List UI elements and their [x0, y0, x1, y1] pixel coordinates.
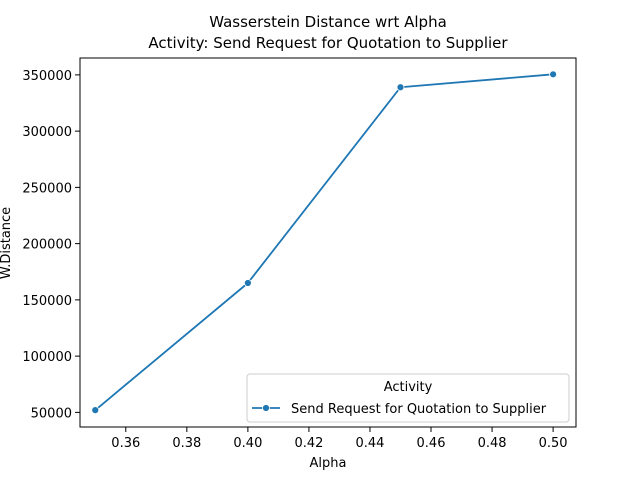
x-tick-label: 0.44 [355, 436, 384, 451]
legend-marker-swatch [262, 404, 270, 412]
series-line [94, 73, 554, 411]
y-tick-label: 350000 [22, 69, 72, 84]
legend-entry-label: Send Request for Quotation to Supplier [291, 402, 547, 417]
x-tick-label: 0.50 [539, 436, 568, 451]
x-tick-label: 0.46 [417, 436, 446, 451]
legend: Activity Send Request for Quotation to S… [246, 373, 570, 423]
y-tick-label: 300000 [22, 125, 72, 140]
legend-title: Activity [384, 380, 433, 395]
plot-frame [79, 57, 577, 428]
y-tick-label: 50000 [31, 406, 72, 421]
x-tick-label: 0.48 [478, 436, 507, 451]
x-tick-label: 0.38 [172, 436, 201, 451]
series-layer [91, 70, 558, 415]
x-axis-label: Alpha [310, 456, 347, 471]
y-tick-label: 200000 [22, 238, 72, 253]
data-point [91, 406, 100, 415]
data-point [549, 70, 558, 79]
chart-subtitle: Activity: Send Request for Quotation to … [148, 34, 508, 52]
y-tick-label: 100000 [22, 350, 72, 365]
x-axis-ticks: 0.36 0.38 0.40 0.42 0.44 0.46 0.48 0.50 [111, 427, 568, 451]
chart-title: Wasserstein Distance wrt Alpha [209, 13, 447, 31]
x-tick-label: 0.36 [111, 436, 140, 451]
data-point [243, 279, 252, 287]
legend-box [246, 373, 570, 423]
x-tick-label: 0.40 [233, 436, 262, 451]
data-point [396, 83, 405, 92]
y-axis-label: W.Distance [0, 207, 14, 279]
y-axis-ticks: 50000 100000 150000 200000 250000 300000 35000… [22, 69, 80, 421]
x-tick-label: 0.42 [294, 436, 323, 451]
y-tick-label: 150000 [22, 294, 72, 309]
y-tick-label: 250000 [22, 181, 72, 196]
